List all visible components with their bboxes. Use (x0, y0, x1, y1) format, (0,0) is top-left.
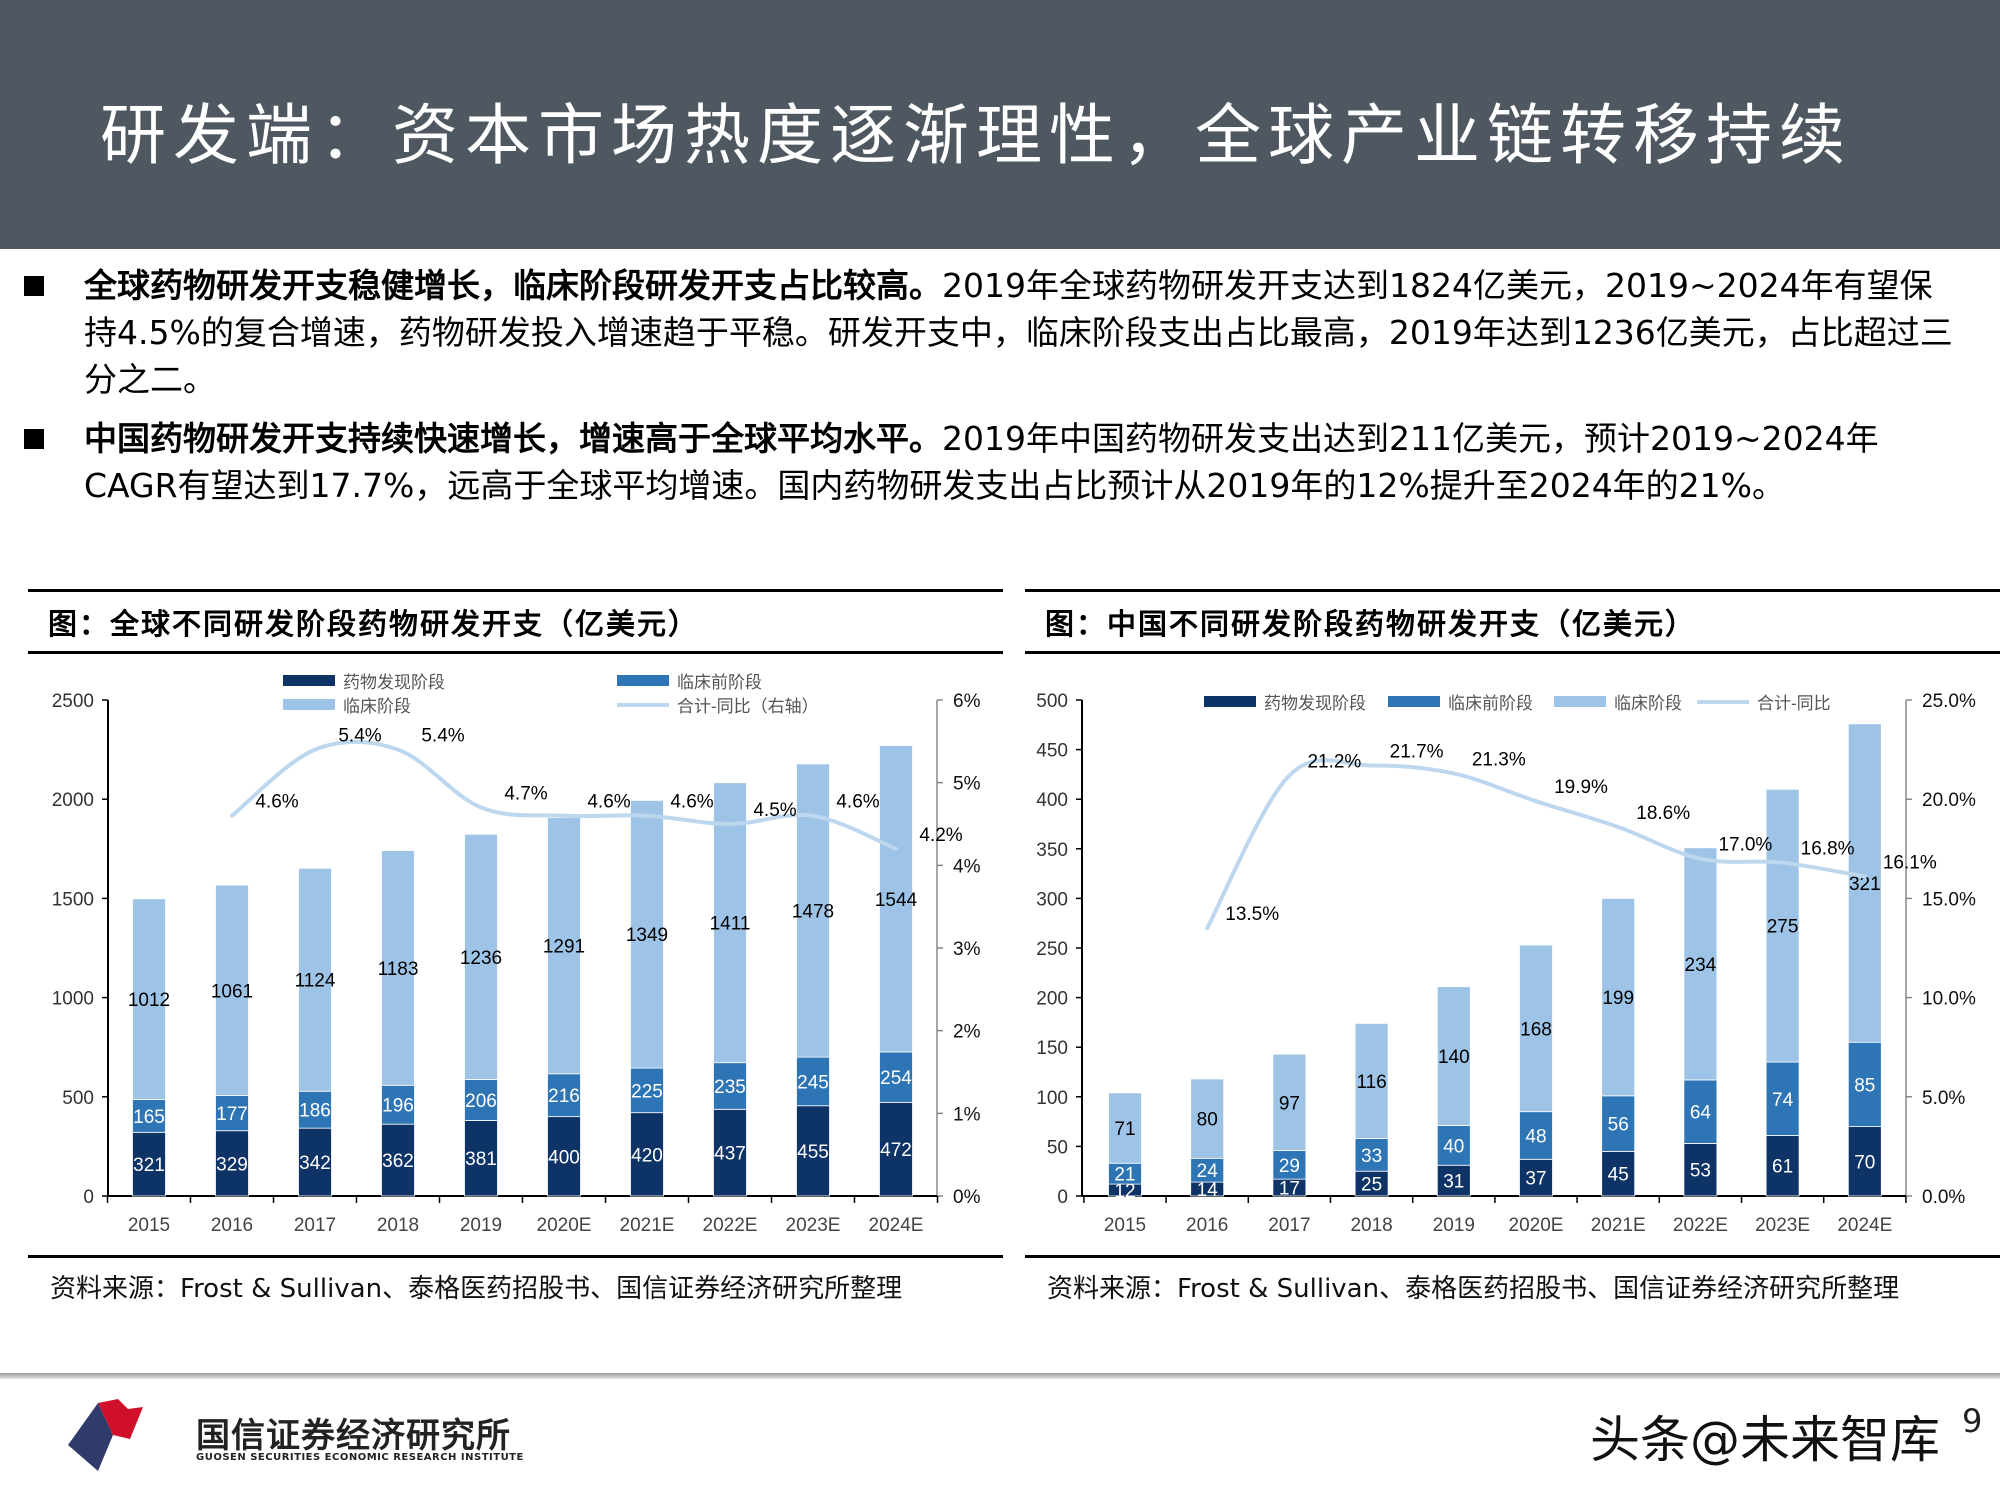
bullet-square-icon (24, 429, 44, 449)
bullet-item: 中国药物研发开支持续快速增长，增速高于全球平均水平。2019年中国药物研发支出达… (0, 415, 2000, 509)
chart-source: 资料来源：Frost & Sullivan、泰格医药招股书、国信证券经济研究所整… (1047, 1274, 1900, 1304)
bullet-text: 2019年中国药物研发支出达到211亿美元，预计2019~2024年CAGR有望… (84, 419, 1879, 505)
divider (28, 1255, 1003, 1258)
bullet-headline: 中国药物研发开支持续快速增长，增速高于全球平均水平。 (84, 419, 942, 458)
chart-title: 图：中国不同研发阶段药物研发开支（亿美元） (1045, 607, 1697, 641)
divider (1025, 1255, 2000, 1258)
chart-source: 资料来源：Frost & Sullivan、泰格医药招股书、国信证券经济研究所整… (50, 1274, 903, 1304)
page-title: 研发端：资本市场热度逐渐理性，全球产业链转移持续 (100, 97, 1852, 174)
bullet-square-icon (24, 276, 44, 296)
page-number: 9 (1962, 1402, 1983, 1440)
bullet-item: 全球药物研发开支稳健增长，临床阶段研发开支占比较高。2019年全球药物研发开支达… (0, 262, 2000, 403)
china-chart-panel: 图：中国不同研发阶段药物研发开支（亿美元） (1025, 589, 2000, 1289)
divider (28, 651, 1003, 654)
guosen-logo-icon (68, 1399, 143, 1471)
footer-divider (0, 1373, 2000, 1379)
logo-text-cn: 国信证券经济研究所 (196, 1416, 511, 1456)
global-chart-panel: 图：全球不同研发阶段药物研发开支（亿美元） (28, 589, 1003, 1289)
bullet-list: 全球药物研发开支稳健增长，临床阶段研发开支占比较高。2019年全球药物研发开支达… (0, 262, 2000, 521)
title-banner: 研发端：资本市场热度逐渐理性，全球产业链转移持续 (0, 0, 2000, 249)
divider (1025, 651, 2000, 654)
divider (28, 589, 1003, 592)
chart-title: 图：全球不同研发阶段药物研发开支（亿美元） (48, 607, 700, 641)
logo-text-en: GUOSEN SECURITIES ECONOMIC RESEARCH INST… (196, 1452, 524, 1463)
divider (1025, 589, 2000, 592)
bullet-text: 2019年全球药物研发开支达到1824亿美元，2019~2024年有望保持4.5… (84, 266, 1953, 399)
bullet-headline: 全球药物研发开支稳健增长，临床阶段研发开支占比较高。 (84, 266, 942, 305)
watermark: 头条@未来智库 (1590, 1411, 1940, 1469)
